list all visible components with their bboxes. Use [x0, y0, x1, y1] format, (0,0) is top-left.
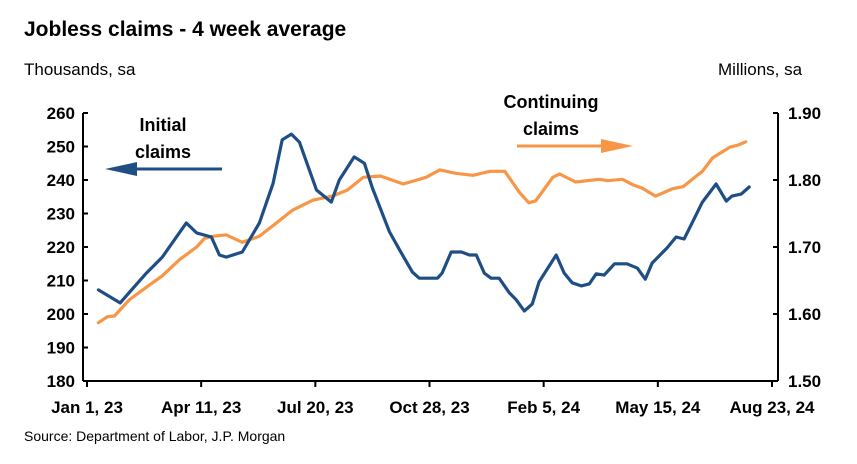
left-arrow-icon — [105, 162, 222, 176]
left-tick-label: 200 — [47, 305, 75, 324]
chart-title: Jobless claims - 4 week average — [24, 18, 347, 41]
left-axis-label: Thousands, sa — [24, 60, 136, 79]
left-tick-label: 180 — [47, 372, 75, 391]
initial-claims-line — [96, 132, 751, 313]
right-tick-label: 1.70 — [788, 238, 821, 257]
x-tick-label: Apr 11, 23 — [161, 398, 241, 417]
left-tick-label: 220 — [47, 238, 75, 257]
left-tick-label: 210 — [47, 272, 75, 291]
left-tick-label: 250 — [47, 138, 75, 157]
right-axis-label: Millions, sa — [718, 60, 803, 79]
x-tick-label: Jan 1, 23 — [51, 398, 123, 417]
x-tick-label: Jul 20, 23 — [277, 398, 354, 417]
left-tick-label: 260 — [47, 104, 75, 123]
initial-claims-label-line2: claims — [135, 142, 191, 162]
right-tick-label: 1.80 — [788, 171, 821, 190]
continuing-claims-label-line2: claims — [523, 119, 579, 139]
initial-claims-label-line1: Initial — [139, 115, 186, 135]
x-tick-label: Oct 28, 23 — [389, 398, 469, 417]
left-tick-label: 240 — [47, 171, 75, 190]
source-note: Source: Department of Labor, J.P. Morgan — [24, 428, 286, 444]
right-tick-label: 1.50 — [788, 372, 821, 391]
right-arrow-icon — [517, 139, 633, 153]
left-tick-label: 230 — [47, 205, 75, 224]
left-tick-label: 190 — [47, 339, 75, 358]
x-tick-label: Aug 23, 24 — [729, 398, 815, 417]
x-tick-label: Feb 5, 24 — [507, 398, 580, 417]
x-tick-label: May 15, 24 — [615, 398, 701, 417]
right-tick-label: 1.90 — [788, 104, 821, 123]
continuing-claims-label-line1: Continuing — [504, 92, 599, 112]
right-tick-label: 1.60 — [788, 305, 821, 324]
continuing-claims-line — [96, 140, 748, 325]
